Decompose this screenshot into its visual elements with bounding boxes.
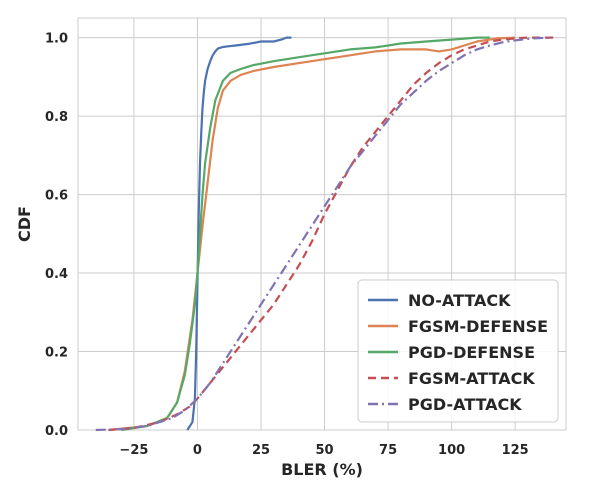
y-tick-label: 1.0 bbox=[45, 32, 68, 47]
legend-label-fgsm-defense: FGSM-DEFENSE bbox=[408, 317, 548, 336]
y-tick-label: 0.0 bbox=[45, 424, 68, 439]
x-tick-label: 25 bbox=[252, 443, 270, 458]
x-tick-label: 100 bbox=[438, 443, 465, 458]
x-tick-label: 0 bbox=[193, 443, 202, 458]
legend: NO-ATTACK FGSM-DEFENSE PGD-DEFENSE FGSM-ATT… bbox=[357, 279, 559, 423]
legend-label-no-attack: NO-ATTACK bbox=[408, 291, 511, 310]
x-axis-label: BLER (%) bbox=[281, 460, 363, 479]
legend-box bbox=[357, 279, 559, 423]
legend-label-pgd-defense: PGD-DEFENSE bbox=[408, 343, 535, 362]
y-tick-label: 0.4 bbox=[45, 267, 68, 282]
tick-labels: −25 0 25 50 75 100 125 0.0 0.2 0.4 0.6 0.8 1.0 bbox=[45, 32, 529, 458]
x-tick-label: −25 bbox=[119, 443, 148, 458]
series-line-fgsm-attack bbox=[108, 36, 554, 432]
x-tick-label: 50 bbox=[315, 443, 333, 458]
y-tick-label: 0.8 bbox=[45, 110, 68, 125]
x-tick-label: 75 bbox=[379, 443, 397, 458]
series-lines bbox=[95, 36, 554, 432]
y-axis-label: CDF bbox=[15, 206, 34, 242]
y-tick-label: 0.2 bbox=[45, 346, 68, 361]
series-line-pgd-attack bbox=[95, 36, 554, 432]
legend-label-pgd-attack: PGD-ATTACK bbox=[408, 395, 522, 414]
legend-label-fgsm-attack: FGSM-ATTACK bbox=[408, 369, 535, 388]
series-line-pgd-defense bbox=[121, 36, 490, 432]
x-tick-label: 125 bbox=[502, 443, 529, 458]
y-tick-label: 0.6 bbox=[45, 189, 68, 204]
